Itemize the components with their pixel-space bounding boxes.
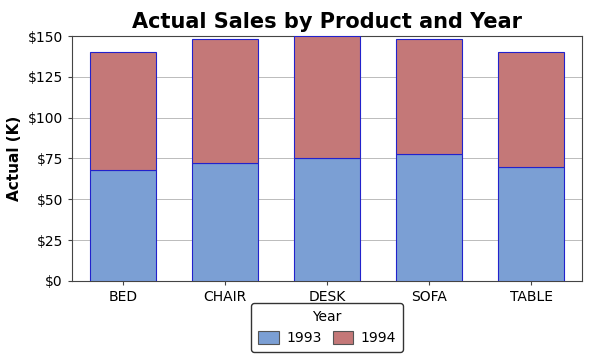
Bar bbox=[192, 39, 258, 163]
Title: Actual Sales by Product and Year: Actual Sales by Product and Year bbox=[132, 12, 522, 32]
Bar bbox=[294, 36, 360, 158]
Bar bbox=[294, 158, 360, 281]
Bar bbox=[396, 39, 462, 153]
Bar bbox=[90, 170, 156, 281]
Bar bbox=[498, 52, 564, 167]
Bar bbox=[192, 163, 258, 281]
Bar bbox=[396, 153, 462, 281]
Bar bbox=[90, 52, 156, 170]
Legend: 1993, 1994: 1993, 1994 bbox=[251, 303, 403, 352]
Y-axis label: Actual (K): Actual (K) bbox=[7, 116, 22, 201]
Bar bbox=[498, 167, 564, 281]
